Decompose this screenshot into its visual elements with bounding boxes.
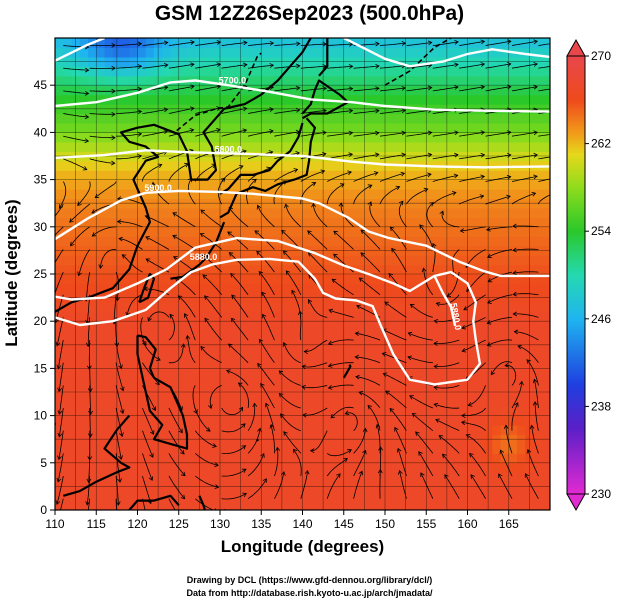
contour-label: 5880.0 <box>190 252 218 262</box>
contour-label: 5900.0 <box>144 183 172 193</box>
x-tick-label: 125 <box>169 517 189 531</box>
contour-line <box>433 275 457 327</box>
colorbar-tick-label: 238 <box>591 399 611 413</box>
contour-line <box>55 79 550 113</box>
colorbar-tick-label: 230 <box>591 487 611 501</box>
x-tick-label: 135 <box>251 517 271 531</box>
x-axis-ticks: 110 115 120 125 130 135 140 145 150 155 160 165 <box>45 510 519 531</box>
y-tick-label: 10 <box>34 409 48 423</box>
height-contours: 5700.0 5800.0 5900.0 5880.0 5880.0 <box>55 38 550 386</box>
lat-lon-grid <box>55 38 550 510</box>
credit-data: Data from http://database.rish.kyoto-u.a… <box>186 588 433 598</box>
y-tick-label: 20 <box>34 314 48 328</box>
x-tick-label: 130 <box>210 517 230 531</box>
x-tick-label: 145 <box>334 517 354 531</box>
contour-line <box>55 38 105 62</box>
x-axis-title: Longitude (degrees) <box>220 537 385 556</box>
contour-line <box>55 236 482 386</box>
x-tick-label: 115 <box>87 517 106 531</box>
contour-label: 5700.0 <box>219 76 247 86</box>
contour-line <box>55 189 550 278</box>
map-title: GSM 12Z26Sep2023 (500.0hPa) <box>154 2 465 25</box>
contour-line <box>343 38 550 68</box>
colorbar-tick-label: 270 <box>591 49 611 63</box>
y-tick-label: 25 <box>34 267 48 281</box>
colorbar-min-arrow <box>566 493 586 512</box>
colorbar-tick-label: 262 <box>591 137 611 151</box>
x-tick-label: 110 <box>45 517 64 531</box>
y-axis-ticks: 0 5 10 15 20 25 30 35 40 45 <box>34 78 55 517</box>
contour-label: 5800.0 <box>215 144 243 154</box>
y-tick-label: 5 <box>40 456 47 470</box>
contour-line <box>55 149 550 169</box>
colorbar: 230 238 246 254 262 270 <box>566 38 611 512</box>
colorbar-tick-label: 246 <box>591 312 611 326</box>
x-tick-label: 165 <box>499 517 519 531</box>
contour-label: 5880.0 <box>449 302 464 331</box>
y-tick-label: 45 <box>34 78 48 92</box>
y-tick-label: 15 <box>34 361 48 375</box>
x-tick-label: 160 <box>457 517 477 531</box>
credit-drawing: Drawing by DCL (https://www.gfd-dennou.o… <box>186 575 433 585</box>
x-tick-label: 150 <box>375 517 395 531</box>
y-tick-label: 35 <box>34 173 48 187</box>
colorbar-max-arrow <box>566 38 586 57</box>
y-tick-label: 40 <box>34 125 48 139</box>
y-tick-label: 30 <box>34 220 48 234</box>
y-tick-label: 0 <box>40 503 47 517</box>
colorbar-tick-label: 254 <box>591 224 611 238</box>
x-tick-label: 140 <box>292 517 312 531</box>
x-tick-label: 155 <box>416 517 436 531</box>
x-tick-label: 120 <box>127 517 147 531</box>
colorbar-ramp <box>566 55 586 495</box>
